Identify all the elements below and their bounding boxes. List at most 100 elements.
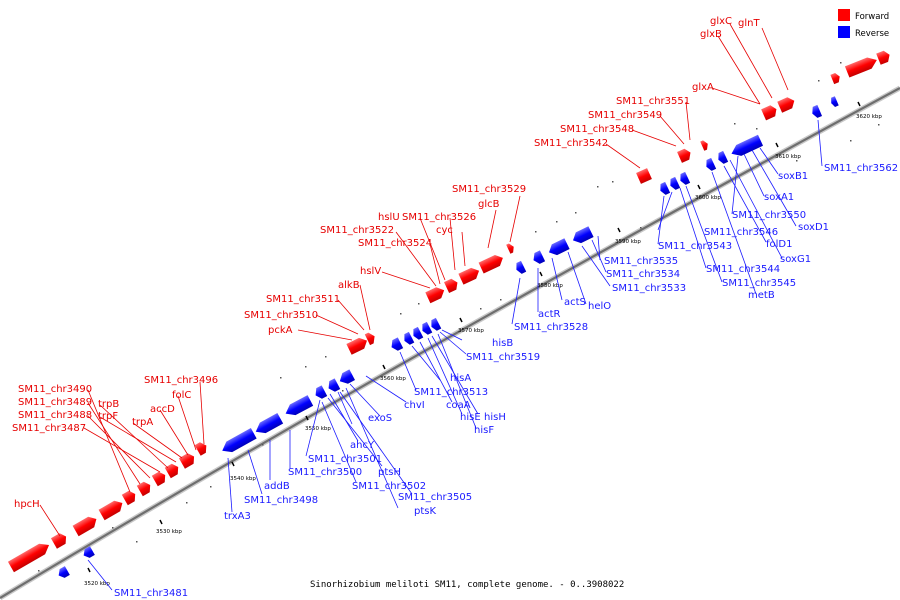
gene-label-metB: metB <box>748 290 775 301</box>
gene-label-SM11_chr3544: SM11_chr3544 <box>706 264 780 275</box>
svg-text:3600 kbp: 3600 kbp <box>695 195 721 201</box>
legend-reverse-swatch <box>838 26 850 38</box>
reverse-labels: SM11_chr3481 trxA3 SM11_chr3498 addB SM1… <box>114 163 898 599</box>
reverse-gene <box>812 104 823 118</box>
gene-label-folC: folC <box>172 390 191 401</box>
svg-text:3550 kbp: 3550 kbp <box>305 426 331 432</box>
forward-labels: hpcH SM11_chr3490 SM11_chr3489 SM11_chr3… <box>12 16 760 510</box>
gene-label-ahcY: ahcY <box>350 440 375 451</box>
svg-text:3620 kbp: 3620 kbp <box>856 114 882 120</box>
gene-label-glxC: glxC <box>710 16 732 27</box>
gene-label-SM11_chr3505: SM11_chr3505 <box>398 492 472 503</box>
reverse-gene <box>731 134 764 156</box>
forward-gene <box>50 533 67 549</box>
reverse-gene <box>339 369 355 384</box>
reverse-gene <box>285 395 314 416</box>
gene-label-SM11_chr3526: SM11_chr3526 <box>402 212 476 223</box>
reverse-gene <box>58 566 70 578</box>
forward-gene <box>700 140 708 151</box>
gene-label-trxA3: trxA3 <box>224 511 251 522</box>
gene-label-SM11_chr3496: SM11_chr3496 <box>144 375 218 386</box>
gene-label-accD: accD <box>150 404 175 415</box>
gene-label-coaA: coaA <box>446 400 471 411</box>
gene-label-trpF: trpF <box>98 411 118 422</box>
reverse-gene <box>391 337 404 351</box>
legend-reverse-label: Reverse <box>855 29 889 39</box>
forward-gene <box>136 481 151 497</box>
gene-label-hisE: hisE <box>460 412 481 423</box>
forward-gene <box>677 148 691 163</box>
forward-gene <box>364 332 375 346</box>
gene-label-SM11_chr3487: SM11_chr3487 <box>12 423 86 434</box>
gene-label-cyc: cyc <box>436 225 453 236</box>
gene-label-soxG1: soxG1 <box>780 254 811 265</box>
gene-label-SM11_chr3498: SM11_chr3498 <box>244 495 318 506</box>
gene-label-SM11_chr3524: SM11_chr3524 <box>358 238 432 249</box>
gene-label-SM11_chr3501: SM11_chr3501 <box>308 454 382 465</box>
reverse-gene <box>718 150 729 164</box>
gene-label-SM11_chr3511: SM11_chr3511 <box>266 294 340 305</box>
gene-label-ptsK: ptsK <box>414 506 436 517</box>
forward-gene <box>876 50 890 65</box>
legend: Forward Reverse <box>838 9 889 39</box>
gene-label-hslV: hslV <box>360 266 381 277</box>
reverse-gene <box>516 260 527 274</box>
tick-3590: 3590 kbp <box>615 227 641 245</box>
gene-label-SM11_chr3550: SM11_chr3550 <box>732 210 806 221</box>
gene-label-glcB: glcB <box>478 199 500 210</box>
gene-label-soxB1: soxB1 <box>778 171 808 182</box>
gene-label-helO: helO <box>588 301 611 312</box>
genome-backbone <box>0 85 900 600</box>
gene-label-glxB: glxB <box>700 29 722 40</box>
gene-label-SM11_chr3543: SM11_chr3543 <box>658 241 732 252</box>
gene-label-SM11_chr3510: SM11_chr3510 <box>244 310 318 321</box>
forward-gene <box>7 543 50 573</box>
forward-gene <box>830 72 840 85</box>
gene-label-SM11_chr3513: SM11_chr3513 <box>414 387 488 398</box>
svg-text:3540 kbp: 3540 kbp <box>230 476 256 482</box>
gene-label-SM11_chr3548: SM11_chr3548 <box>560 124 634 135</box>
gene-label-addB: addB <box>264 481 290 492</box>
tick-3580: 3580 kbp <box>537 271 563 289</box>
svg-text:3530 kbp: 3530 kbp <box>156 529 182 535</box>
forward-gene <box>506 243 514 254</box>
map-caption: Sinorhizobium meliloti SM11, complete ge… <box>310 580 624 590</box>
forward-gene <box>636 168 652 184</box>
tick-3520: 3520 kbp <box>84 567 110 587</box>
gene-label-SM11_chr3519: SM11_chr3519 <box>466 352 540 363</box>
gene-label-SM11_chr3489: SM11_chr3489 <box>18 397 92 408</box>
scale-ticks: 3520 kbp 3530 kbp 3540 kbp 3550 kbp 3560… <box>84 101 882 587</box>
forward-gene-arrows <box>7 50 890 573</box>
forward-gene <box>458 267 480 285</box>
gene-label-pckA: pckA <box>268 325 293 336</box>
reverse-gene <box>83 546 95 558</box>
gene-label-actS: actS <box>564 297 586 308</box>
forward-gene <box>98 500 123 521</box>
reverse-gene <box>222 428 257 453</box>
reverse-gene <box>255 412 284 434</box>
reverse-gene <box>315 385 328 399</box>
tick-3610: 3610 kbp <box>775 142 801 160</box>
legend-forward-label: Forward <box>855 12 889 22</box>
gene-label-glnT: glnT <box>738 18 760 29</box>
reverse-gene <box>573 226 594 244</box>
gene-label-hisF: hisF <box>474 425 494 436</box>
reverse-gene-arrows <box>58 96 839 578</box>
reverse-gene <box>706 157 717 171</box>
gene-label-SM11_chr3545: SM11_chr3545 <box>722 278 796 289</box>
gene-label-glxA: glxA <box>692 82 714 93</box>
gene-label-SM11_chr3535: SM11_chr3535 <box>604 256 678 267</box>
gene-label-SM11_chr3528: SM11_chr3528 <box>514 322 588 333</box>
reverse-leader-lines <box>87 119 823 591</box>
gene-label-SM11_chr3546: SM11_chr3546 <box>704 227 778 238</box>
reverse-gene <box>328 378 341 392</box>
reverse-gene <box>660 181 671 195</box>
svg-text:3610 kbp: 3610 kbp <box>775 154 801 160</box>
gene-label-soxD1: soxD1 <box>798 222 829 233</box>
gene-label-hisH: hisH <box>484 412 506 423</box>
gene-label-hisB: hisB <box>492 338 513 349</box>
svg-text:3520 kbp: 3520 kbp <box>84 581 110 587</box>
gene-label-alkB: alkB <box>338 280 360 291</box>
gene-label-SM11_chr3529: SM11_chr3529 <box>452 184 526 195</box>
